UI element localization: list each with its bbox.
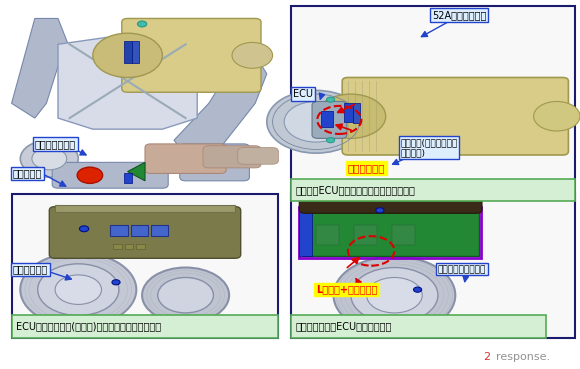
Circle shape — [20, 253, 136, 327]
Text: L字ピン+はんだ結合: L字ピン+はんだ結合 — [316, 284, 378, 295]
Text: 2: 2 — [483, 352, 490, 362]
FancyBboxPatch shape — [151, 225, 168, 236]
FancyBboxPatch shape — [145, 144, 226, 173]
FancyBboxPatch shape — [316, 225, 339, 245]
FancyBboxPatch shape — [353, 103, 360, 123]
Text: ECUヒートシンク(放熱板)をギヤボックスと共用化: ECUヒートシンク(放熱板)をギヤボックスと共用化 — [16, 321, 161, 332]
Circle shape — [351, 268, 438, 323]
FancyBboxPatch shape — [344, 103, 353, 122]
Text: ECU: ECU — [293, 89, 313, 99]
Circle shape — [77, 167, 103, 183]
Text: 52Aブラシモータ: 52Aブラシモータ — [432, 10, 487, 20]
Circle shape — [137, 21, 147, 27]
FancyBboxPatch shape — [291, 179, 575, 201]
Circle shape — [93, 33, 162, 77]
FancyBboxPatch shape — [299, 191, 482, 213]
Circle shape — [142, 268, 229, 323]
FancyBboxPatch shape — [124, 173, 132, 183]
FancyBboxPatch shape — [132, 41, 139, 63]
Circle shape — [232, 42, 273, 68]
Circle shape — [55, 275, 102, 304]
Polygon shape — [128, 162, 145, 181]
FancyBboxPatch shape — [180, 144, 249, 181]
FancyBboxPatch shape — [291, 315, 546, 338]
Circle shape — [414, 287, 422, 292]
Text: response.: response. — [496, 352, 550, 362]
FancyBboxPatch shape — [110, 225, 128, 236]
Circle shape — [327, 97, 335, 102]
FancyBboxPatch shape — [136, 244, 145, 249]
FancyBboxPatch shape — [238, 148, 278, 164]
Text: ギヤボックス: ギヤボックス — [13, 264, 48, 275]
FancyBboxPatch shape — [113, 244, 122, 249]
Circle shape — [334, 256, 455, 334]
FancyBboxPatch shape — [130, 225, 148, 236]
Circle shape — [327, 138, 335, 143]
FancyBboxPatch shape — [122, 18, 261, 92]
Circle shape — [367, 277, 422, 313]
Circle shape — [79, 226, 89, 232]
FancyBboxPatch shape — [52, 162, 168, 188]
Polygon shape — [58, 30, 197, 129]
FancyBboxPatch shape — [392, 225, 415, 245]
Circle shape — [158, 277, 213, 313]
FancyBboxPatch shape — [291, 194, 575, 338]
FancyBboxPatch shape — [12, 315, 278, 338]
FancyBboxPatch shape — [124, 41, 132, 63]
Text: パワー基板: パワー基板 — [13, 168, 42, 179]
Circle shape — [267, 90, 365, 153]
Text: トルクセンサコイル: トルクセンサコイル — [438, 265, 486, 274]
Polygon shape — [174, 55, 267, 155]
FancyBboxPatch shape — [203, 146, 261, 168]
FancyBboxPatch shape — [299, 208, 312, 256]
FancyBboxPatch shape — [49, 207, 241, 258]
Text: センサコイル～ECU間はんだ結合: センサコイル～ECU間はんだ結合 — [296, 321, 392, 332]
Circle shape — [284, 101, 348, 142]
Circle shape — [20, 140, 78, 177]
Circle shape — [38, 264, 119, 315]
Circle shape — [32, 148, 67, 170]
FancyBboxPatch shape — [342, 77, 568, 155]
FancyBboxPatch shape — [12, 194, 278, 338]
FancyBboxPatch shape — [125, 244, 133, 249]
Polygon shape — [12, 18, 70, 118]
FancyBboxPatch shape — [312, 101, 347, 138]
Text: バスバー結合: バスバー結合 — [348, 163, 386, 173]
FancyBboxPatch shape — [55, 205, 235, 212]
Text: モータ～ECU間バスバー（ネジ止め）結合: モータ～ECU間バスバー（ネジ止め）結合 — [296, 185, 416, 195]
FancyBboxPatch shape — [291, 6, 575, 201]
Circle shape — [534, 101, 580, 131]
FancyBboxPatch shape — [321, 111, 333, 127]
Circle shape — [316, 94, 386, 138]
Text: 制御基板(トルクセンサ
回路内蔵): 制御基板(トルクセンサ 回路内蔵) — [400, 138, 458, 157]
Circle shape — [376, 208, 384, 213]
FancyBboxPatch shape — [302, 208, 478, 256]
FancyBboxPatch shape — [354, 225, 377, 245]
Text: アルミ製カバー: アルミ製カバー — [35, 139, 76, 149]
Circle shape — [112, 280, 120, 285]
